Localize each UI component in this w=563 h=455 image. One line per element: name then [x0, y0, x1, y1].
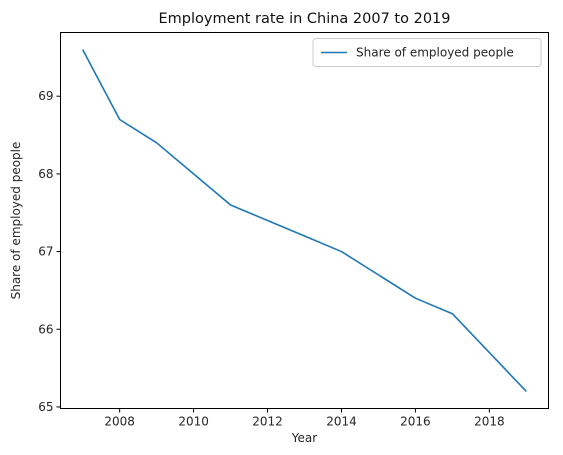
legend-box	[312, 38, 542, 67]
plot-area	[60, 32, 549, 409]
chart-title: Employment rate in China 2007 to 2019	[159, 11, 451, 27]
y-tick-label: 66	[38, 322, 53, 336]
series-line-0	[81, 49, 527, 392]
x-tick-label: 2008	[104, 415, 135, 429]
x-tick-label: 2016	[400, 415, 431, 429]
y-axis-label: Share of employed people	[9, 142, 23, 300]
x-tick-label: 2018	[474, 415, 505, 429]
y-axis: 65 66 67 68 69	[38, 89, 61, 414]
y-tick-label: 68	[38, 167, 53, 181]
x-tick-label: 2010	[178, 415, 209, 429]
legend: Share of employed people	[312, 38, 542, 67]
y-tick-label: 67	[38, 245, 53, 259]
legend-label: Share of employed people	[356, 46, 514, 60]
series-layer	[81, 49, 527, 392]
y-tick-label: 65	[38, 400, 53, 414]
y-tick-label: 69	[38, 89, 53, 103]
x-tick-label: 2012	[252, 415, 283, 429]
x-axis-label: Year	[291, 431, 317, 445]
x-axis: 2008 2010 2012 2014 2016 2018	[104, 408, 505, 429]
x-tick-label: 2014	[326, 415, 357, 429]
